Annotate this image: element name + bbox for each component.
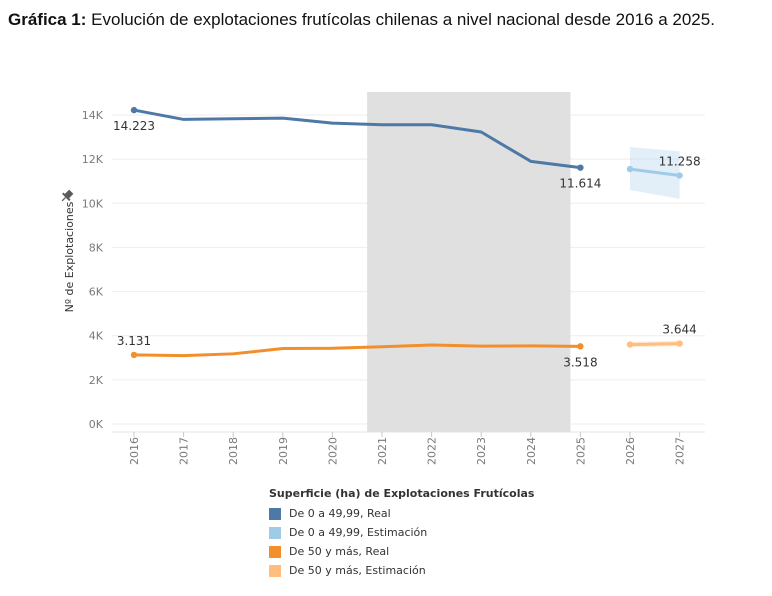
shaded-period-band	[367, 92, 571, 432]
chart-title: Gráfica 1: Evolución de explotaciones fr…	[8, 6, 764, 33]
legend-swatch	[269, 545, 281, 558]
series-point	[577, 164, 584, 171]
series-line	[132, 108, 582, 170]
x-axis-ticks: 2016 2017 2018 2019 2020 2021 2022 2023 2024 2025…	[128, 432, 687, 465]
data-label: 14.223	[113, 119, 155, 133]
legend-swatch	[269, 564, 281, 577]
legend-label: De 50 y más, Estimación	[289, 564, 426, 577]
x-tick-label: 2025	[574, 437, 587, 465]
y-tick-label: 12K	[82, 153, 104, 166]
x-tick-label: 2027	[674, 437, 687, 465]
chart-title-text: Evolución de explotaciones frutícolas ch…	[86, 10, 715, 29]
legend-title: Superficie (ha) de Explotaciones Frutíco…	[269, 487, 535, 500]
data-label: 11.258	[659, 155, 701, 169]
legend-items: De 0 a 49,99, Real De 0 a 49,99, Estimaci…	[269, 504, 534, 580]
legend-item[interactable]: De 0 a 49,99, Real	[269, 504, 534, 523]
data-label: 3.131	[117, 334, 151, 348]
pin-icon[interactable]	[59, 188, 75, 204]
y-tick-label: 14K	[82, 109, 104, 122]
series-points	[130, 106, 683, 359]
legend-label: De 0 a 49,99, Estimación	[289, 526, 428, 539]
y-tick-label: 0K	[89, 418, 104, 431]
legend-swatch	[269, 507, 281, 520]
chart-title-prefix: Gráfica 1:	[8, 10, 87, 29]
legend: Superficie (ha) de Explotaciones Frutíco…	[269, 487, 534, 580]
x-tick-label: 2020	[326, 437, 339, 465]
y-tick-label: 8K	[89, 241, 104, 254]
legend-label: De 50 y más, Real	[289, 545, 390, 558]
series-point	[130, 351, 138, 359]
series-lines	[132, 108, 682, 358]
y-axis-label: Nº de Explotaciones	[63, 201, 76, 312]
legend-item[interactable]: De 50 y más, Real	[269, 542, 534, 561]
y-tick-label: 2K	[89, 374, 104, 387]
data-label: 3.644	[662, 323, 696, 337]
x-tick-label: 2019	[277, 437, 290, 465]
legend-item[interactable]: De 0 a 49,99, Estimación	[269, 523, 534, 542]
x-tick-label: 2024	[525, 437, 538, 465]
x-tick-label: 2023	[475, 437, 488, 465]
data-label: 3.518	[563, 355, 597, 369]
shaded-period-rect	[367, 92, 571, 432]
x-tick-label: 2026	[624, 437, 637, 465]
y-tick-label: 6K	[89, 286, 104, 299]
x-tick-label: 2016	[128, 437, 141, 465]
series-line	[132, 343, 582, 358]
series-point	[676, 340, 683, 347]
y-tick-label: 4K	[89, 330, 104, 343]
series-point	[626, 165, 634, 173]
x-tick-label: 2018	[227, 437, 240, 465]
data-label: 11.614	[559, 177, 601, 191]
x-tick-label: 2022	[426, 437, 439, 465]
series-point	[626, 341, 634, 348]
y-axis-ticks: 0K 2K 4K 6K 8K 10K 12K 14K	[82, 109, 104, 431]
y-tick-label: 10K	[82, 197, 104, 210]
legend-swatch	[269, 526, 281, 539]
x-tick-label: 2021	[376, 437, 389, 465]
series-point	[130, 106, 138, 114]
series-point	[577, 343, 584, 350]
data-labels: 14.223 11.614 11.258 3.131 3.518 3.644	[113, 119, 701, 369]
legend-label: De 0 a 49,99, Real	[289, 507, 391, 520]
series-line	[628, 342, 682, 347]
legend-item[interactable]: De 50 y más, Estimación	[269, 561, 534, 580]
x-tick-label: 2017	[178, 437, 191, 465]
series-point	[676, 172, 683, 179]
series-line	[628, 167, 682, 178]
